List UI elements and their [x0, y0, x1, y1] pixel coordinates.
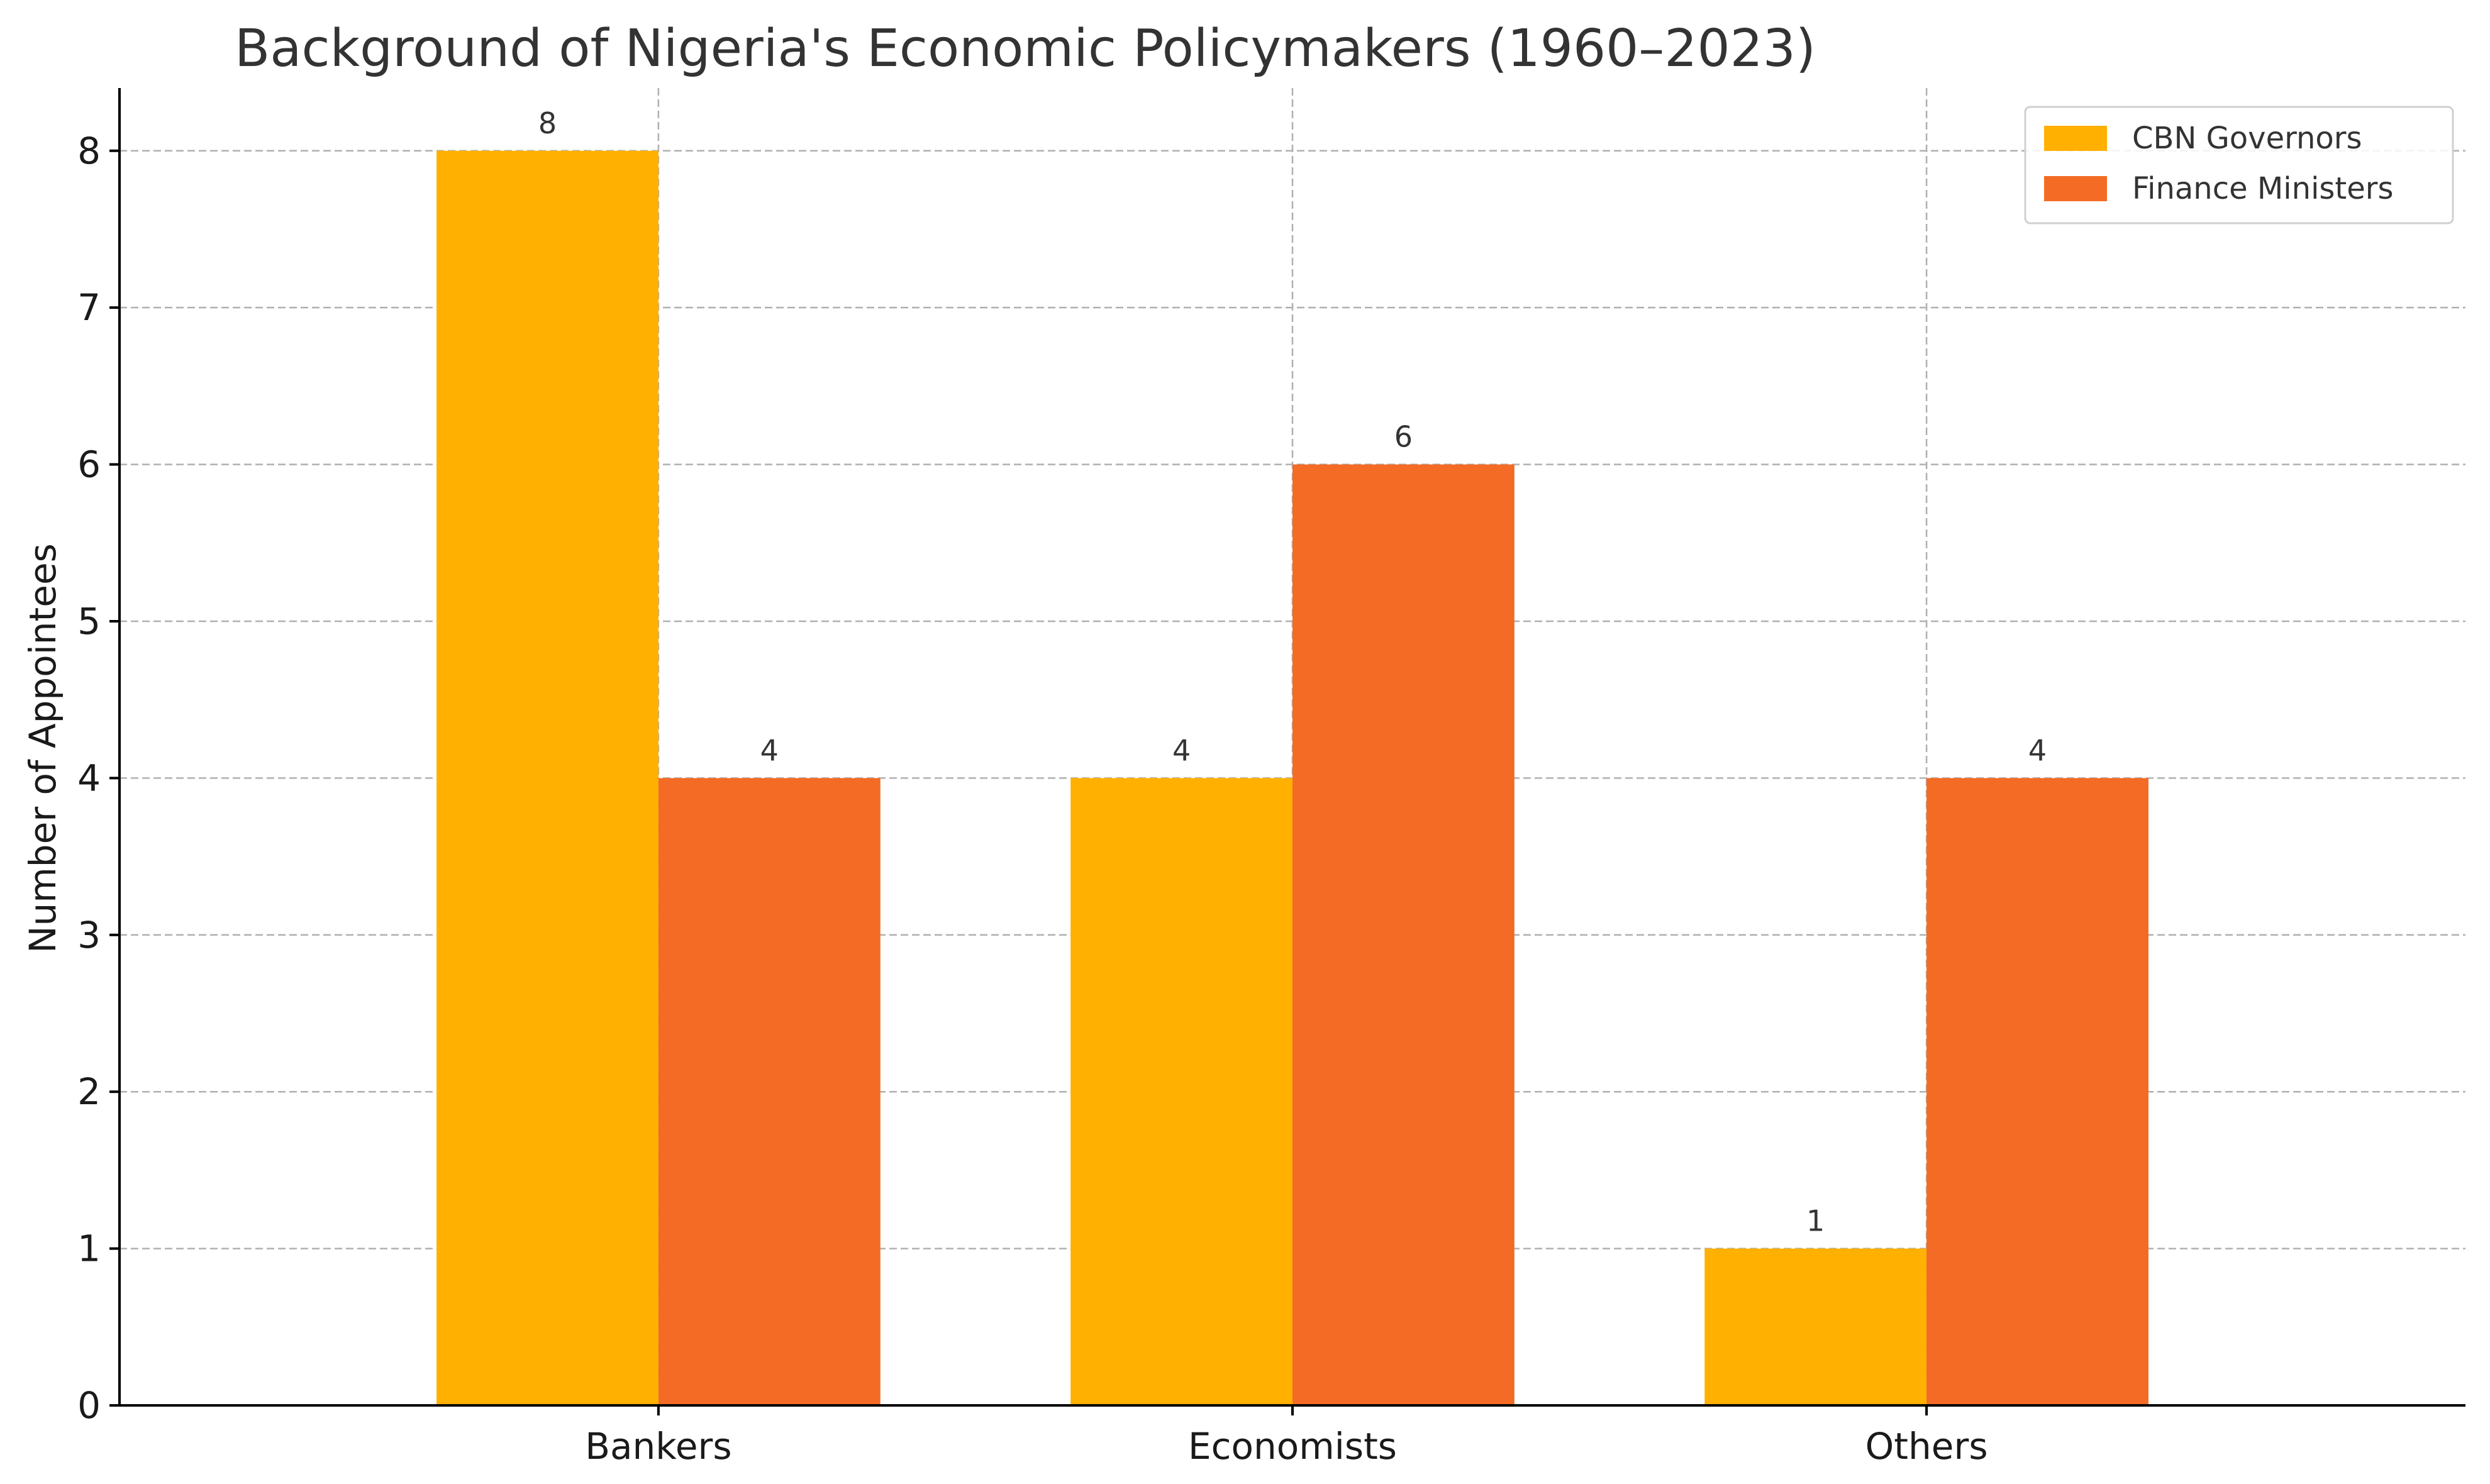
bar-finance-ministers-economists	[1292, 464, 1515, 1405]
bar-value-label: 8	[538, 106, 557, 140]
axes: 0 1 2 3 4 5 6 7 8 Bankers Economists Others	[77, 88, 2465, 1468]
bar-cbn-governors-bankers	[436, 150, 659, 1405]
y-axis-label: Number of Appointees	[21, 543, 64, 953]
chart-title: Background of Nigeria's Economic Policym…	[235, 19, 1816, 79]
bar-value-label: 1	[1806, 1204, 1825, 1238]
value-labels: 8 4 1 4 6 4	[538, 106, 2047, 1238]
y-tick-label: 6	[77, 443, 101, 486]
bar-finance-ministers-others	[1926, 778, 2148, 1405]
bar-cbn-governors-economists	[1070, 778, 1292, 1405]
bar-value-label: 4	[1172, 733, 1191, 767]
x-tick-label-economists: Economists	[1188, 1425, 1397, 1468]
y-tick-label: 8	[77, 130, 101, 172]
y-tick-label: 3	[77, 914, 101, 956]
bar-finance-ministers-bankers	[658, 778, 881, 1405]
legend-label-cbn-governors: CBN Governors	[2132, 121, 2362, 156]
x-tick-label-bankers: Bankers	[585, 1425, 731, 1468]
y-tick-label: 1	[77, 1227, 101, 1270]
bars	[436, 150, 2148, 1405]
legend-box	[2024, 106, 2454, 224]
legend-swatch-finance-ministers	[2044, 176, 2107, 201]
bar-value-label: 4	[2028, 733, 2047, 767]
y-tick-label: 0	[77, 1384, 101, 1427]
bar-value-label: 6	[1394, 420, 1413, 454]
legend-label-finance-ministers: Finance Ministers	[2132, 171, 2394, 206]
y-tick-label: 4	[77, 756, 101, 799]
y-tick-label: 5	[77, 600, 101, 643]
bar-value-label: 4	[760, 733, 779, 767]
x-tick-label-others: Others	[1865, 1425, 1988, 1468]
y-tick-label: 7	[77, 286, 101, 329]
legend-swatch-cbn-governors	[2044, 126, 2107, 151]
bar-cbn-governors-others	[1704, 1248, 1927, 1405]
legend: CBN Governors Finance Ministers	[2024, 106, 2454, 224]
y-tick-label: 2	[77, 1070, 101, 1113]
